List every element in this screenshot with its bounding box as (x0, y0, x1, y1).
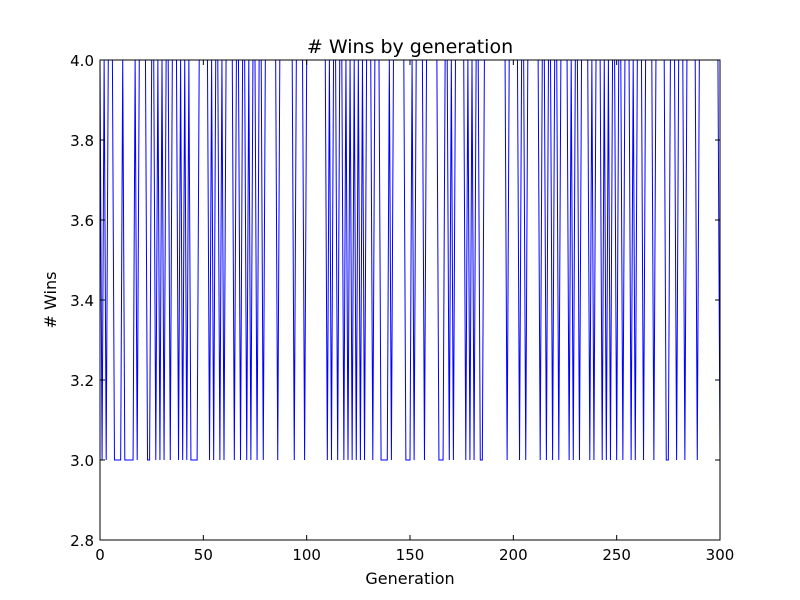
x-tick-label: 100 (292, 546, 321, 564)
x-tick-label: 50 (194, 546, 213, 564)
y-tick-label: 2.8 (70, 532, 94, 550)
x-tick-label: 150 (396, 546, 425, 564)
x-tick-label: 300 (706, 546, 735, 564)
plot-background (100, 60, 720, 540)
chart-title: # Wins by generation (307, 36, 513, 58)
x-tick-label: 250 (602, 546, 631, 564)
y-tick-label: 3.8 (70, 132, 94, 150)
x-tick-label: 200 (499, 546, 528, 564)
y-tick-label: 3.6 (70, 212, 94, 230)
y-axis-ticks: 2.8 3.0 3.2 3.4 3.6 3.8 4.0 (70, 52, 720, 550)
y-tick-label: 3.4 (70, 292, 94, 310)
plot-area (99, 59, 721, 541)
y-tick-label: 3.2 (70, 372, 94, 390)
y-axis-label: # Wins (41, 272, 60, 329)
x-tick-label: 0 (95, 546, 105, 564)
x-axis-label: Generation (365, 569, 454, 588)
y-tick-label: 3.0 (70, 452, 94, 470)
y-tick-label: 4.0 (70, 52, 94, 70)
x-axis-ticks: 0 50 100 150 200 250 300 (95, 60, 734, 564)
